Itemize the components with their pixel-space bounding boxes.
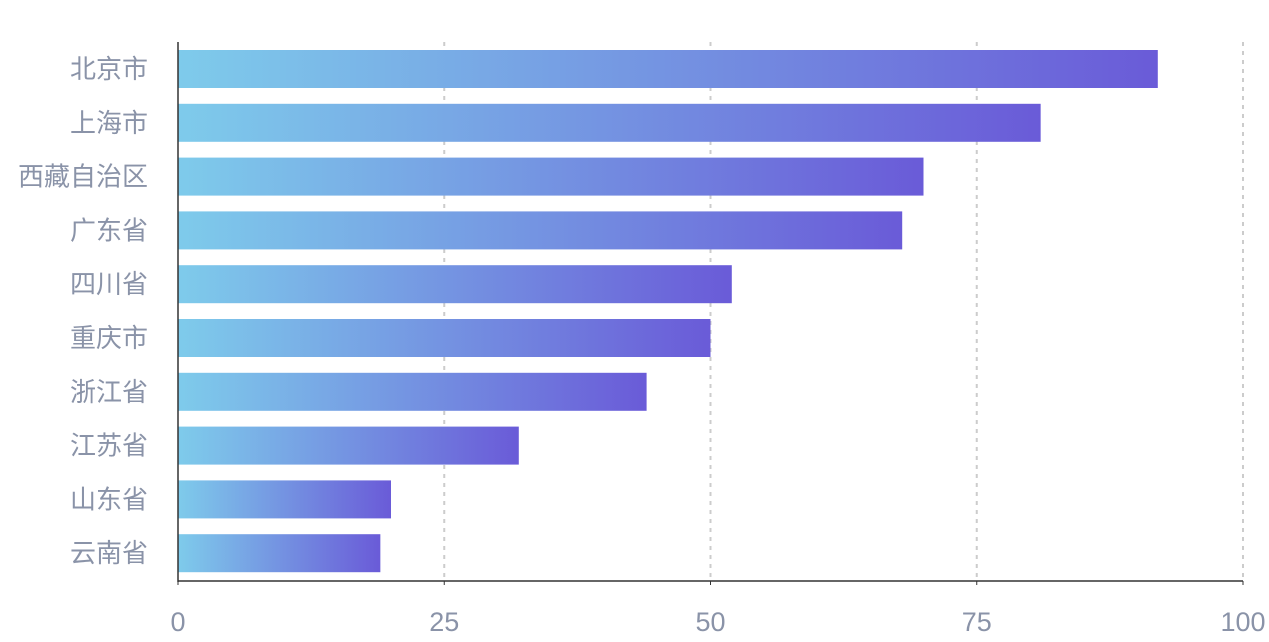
- bar-9: [178, 480, 391, 519]
- axes: [177, 42, 1244, 585]
- bar-1: [178, 50, 1158, 88]
- x-tick-label: 75: [962, 607, 992, 637]
- category-label: 上海市: [70, 109, 148, 139]
- x-tick-label: 25: [429, 607, 459, 637]
- category-label: 四川省: [70, 270, 148, 300]
- bar-4: [178, 211, 903, 250]
- bar-7: [178, 372, 647, 411]
- bar-2: [178, 103, 1041, 142]
- category-label: 西藏自治区: [18, 163, 148, 193]
- x-tick-label: 100: [1220, 607, 1265, 637]
- category-label: 广东省: [70, 216, 148, 246]
- bar-3: [178, 157, 924, 196]
- bar-10: [178, 534, 381, 573]
- x-tick-label: 0: [170, 607, 185, 637]
- category-label: 北京市: [70, 55, 148, 85]
- category-label: 云南省: [70, 539, 148, 569]
- category-label: 重庆市: [70, 324, 148, 354]
- category-label: 山东省: [70, 485, 148, 515]
- x-tick-label: 50: [695, 607, 725, 637]
- bar-6: [178, 319, 711, 357]
- bar-8: [178, 426, 519, 465]
- category-label: 浙江省: [70, 378, 148, 408]
- x-tick-labels: 0 25 50 75 100: [170, 607, 1265, 637]
- bars: [178, 50, 1158, 573]
- category-label: 江苏省: [70, 432, 148, 462]
- bar-5: [178, 265, 732, 304]
